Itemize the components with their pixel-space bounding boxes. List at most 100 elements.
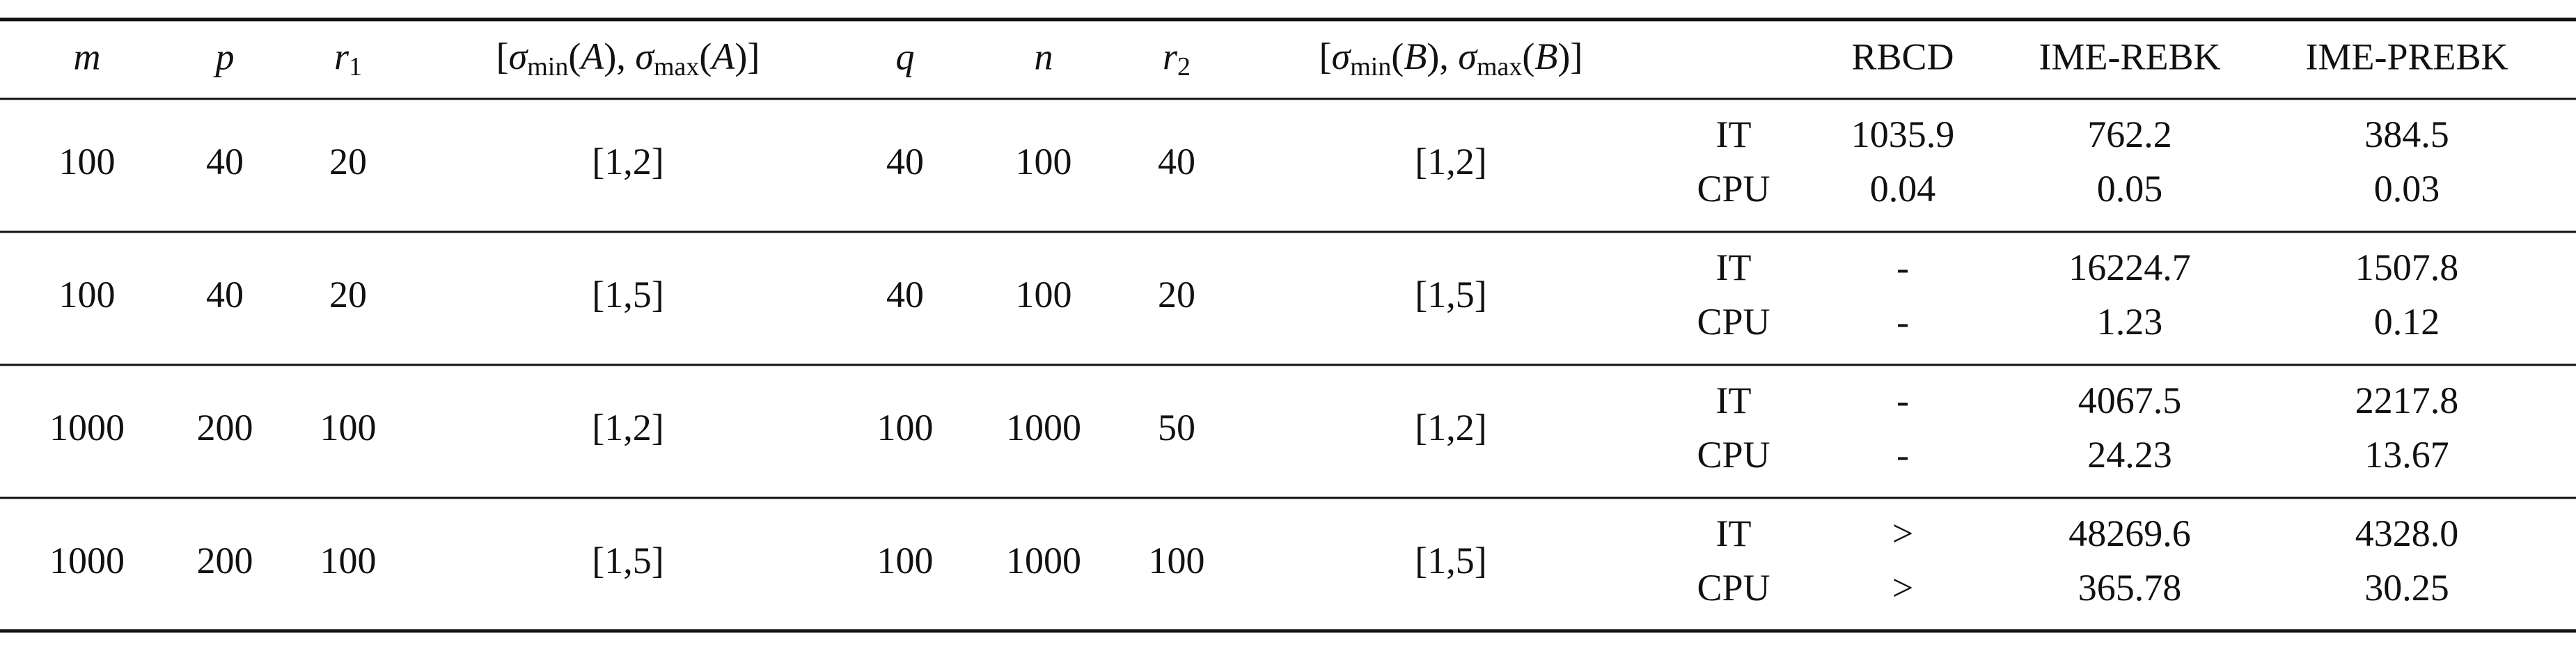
h-part: ),: [604, 36, 635, 77]
metric-value: 13.67: [2364, 434, 2449, 476]
param-cell: 40: [206, 141, 244, 182]
header-m: m: [74, 36, 101, 77]
header-sigma-b: [σmin(B), σmax(B)]: [1319, 36, 1583, 81]
param-cell: 200: [197, 407, 253, 448]
param-cell: 200: [197, 540, 253, 581]
param-cell: 1000: [49, 540, 125, 581]
param-cell: 20: [329, 274, 367, 315]
h-part: A: [579, 36, 604, 77]
metric-label: IT: [1716, 513, 1752, 554]
h-part: σ: [635, 36, 655, 77]
param-cell: [1,5]: [592, 540, 663, 581]
h-part: A: [709, 36, 735, 77]
metric-value: 4328.0: [2355, 513, 2459, 554]
param-cell: 1000: [49, 407, 125, 448]
metric-value: 0.12: [2374, 301, 2440, 343]
param-cell: 20: [1158, 274, 1195, 315]
metric-value: 16224.7: [2068, 247, 2191, 288]
param-cell: 40: [206, 274, 244, 315]
param-cell: 100: [59, 141, 116, 182]
header-r1-sub: 1: [349, 52, 362, 81]
param-cell: [1,5]: [1415, 540, 1486, 581]
param-cell: 100: [1016, 141, 1072, 182]
header-r2-base: r: [1163, 36, 1178, 77]
h-part: [: [1319, 36, 1332, 77]
h-part: σ: [509, 36, 529, 77]
h-part: ),: [1427, 36, 1458, 77]
metric-value: >: [1892, 567, 1913, 609]
h-part: B: [1534, 36, 1557, 77]
h-part: B: [1404, 36, 1427, 77]
metric-value: -: [1896, 434, 1909, 476]
param-cell: 100: [1016, 274, 1072, 315]
metric-label: IT: [1716, 247, 1752, 288]
metric-value: >: [1892, 513, 1913, 554]
param-cell: [1,2]: [1415, 141, 1486, 182]
metric-label: CPU: [1697, 434, 1770, 476]
metric-label: CPU: [1697, 168, 1770, 210]
param-cell: 40: [886, 274, 924, 315]
header-method: RBCD: [1851, 36, 1954, 77]
param-cell: 100: [320, 540, 377, 581]
h-part: max: [654, 52, 699, 81]
param-cell: [1,2]: [1415, 407, 1486, 448]
header-p: p: [213, 36, 235, 77]
metric-value: 0.03: [2374, 168, 2440, 210]
h-part: [: [496, 36, 509, 77]
header-r2-sub: 2: [1177, 52, 1191, 81]
metric-value: -: [1896, 380, 1909, 421]
header-r1-base: r: [334, 36, 350, 77]
header-q: q: [896, 36, 915, 77]
h-part: σ: [1458, 36, 1478, 77]
param-cell: [1,5]: [1415, 274, 1486, 315]
metric-value: 4067.5: [2078, 380, 2182, 421]
param-cell: [1,2]: [592, 141, 663, 182]
metric-value: 0.04: [1870, 168, 1936, 210]
metric-value: 0.05: [2097, 168, 2163, 210]
param-cell: 20: [329, 141, 367, 182]
metric-value: 30.25: [2364, 567, 2449, 609]
metric-value: 24.23: [2087, 434, 2172, 476]
param-cell: 100: [877, 540, 934, 581]
param-cell: [1,2]: [592, 407, 663, 448]
header-r2: r2: [1163, 36, 1191, 81]
header-method: IME-PREBK: [2305, 36, 2508, 77]
param-cell: 100: [59, 274, 116, 315]
metric-value: -: [1896, 301, 1909, 343]
metric-label: IT: [1716, 114, 1752, 155]
metric-label: CPU: [1697, 301, 1770, 343]
h-part: (: [699, 36, 712, 77]
metric-label: IT: [1716, 380, 1752, 421]
param-cell: 40: [886, 141, 924, 182]
header-n: n: [1035, 36, 1053, 77]
h-part: min: [1350, 52, 1391, 81]
param-cell: 1000: [1006, 540, 1081, 581]
param-cell: 1000: [1006, 407, 1081, 448]
param-cell: 40: [1158, 141, 1195, 182]
param-cell: [1,5]: [592, 274, 663, 315]
header-method: IME-REBK: [2039, 36, 2221, 77]
metric-value: 2217.8: [2355, 380, 2459, 421]
header-r1: r1: [334, 36, 362, 81]
param-cell: 100: [320, 407, 377, 448]
metric-value: -: [1896, 247, 1909, 288]
metric-value: 48269.6: [2068, 513, 2191, 554]
param-cell: 100: [1149, 540, 1205, 581]
metric-value: 1507.8: [2355, 247, 2459, 288]
param-cell: 100: [877, 407, 934, 448]
metric-value: 762.2: [2087, 114, 2172, 155]
metric-value: 384.5: [2364, 114, 2449, 155]
h-part: )]: [1557, 36, 1582, 77]
metric-value: 1.23: [2097, 301, 2163, 343]
metric-value: 365.78: [2078, 567, 2182, 609]
header-sigma-a: [σmin(A), σmax(A)]: [496, 36, 760, 81]
h-part: (: [568, 36, 581, 77]
h-part: (: [1522, 36, 1534, 77]
metric-label: CPU: [1697, 567, 1770, 609]
metric-value: 1035.9: [1851, 114, 1955, 155]
param-cell: 50: [1158, 407, 1195, 448]
h-part: (: [1391, 36, 1404, 77]
h-part: min: [527, 52, 568, 81]
h-part: σ: [1332, 36, 1352, 77]
